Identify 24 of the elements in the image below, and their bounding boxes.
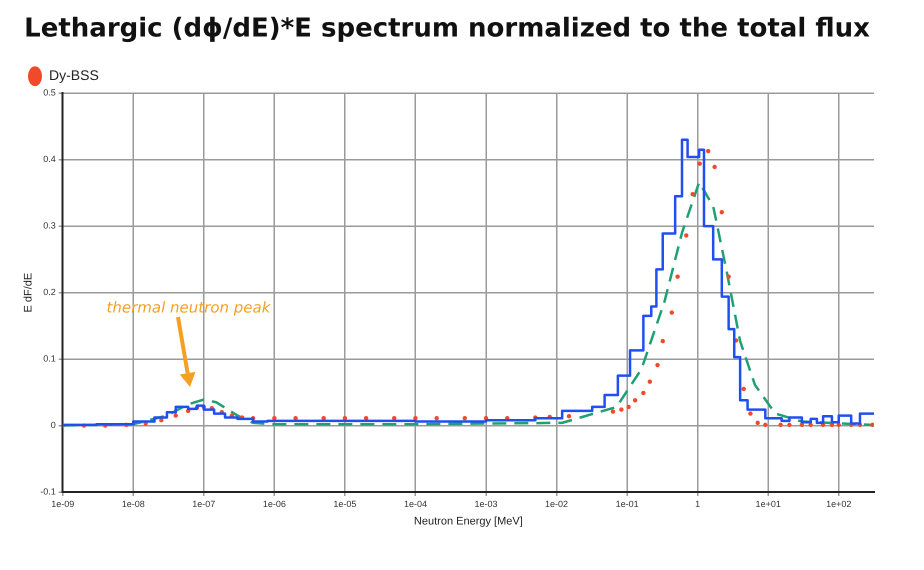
y-tick-label: -0.1 bbox=[40, 486, 56, 496]
x-tick-label: 1e-07 bbox=[192, 498, 216, 509]
x-tick-label: 1e-08 bbox=[122, 498, 145, 509]
x-tick-label: 1e-09 bbox=[51, 498, 74, 509]
y-tick-label: 0.5 bbox=[43, 88, 56, 98]
x-tick-label: 1e-03 bbox=[474, 498, 498, 509]
x-tick-label: 1e+01 bbox=[756, 498, 781, 509]
annotation: thermal neutron peak bbox=[106, 298, 272, 316]
x-axis-title: Neutron Energy [MeV] bbox=[414, 515, 523, 528]
y-tick-label: 0.1 bbox=[43, 354, 56, 364]
x-tick-label: 1e-05 bbox=[333, 498, 356, 509]
chart-title: Lethargic (dϕ/dE)*E spectrum normalized to the total flux bbox=[24, 13, 870, 44]
x-tick-label: 1e+02 bbox=[826, 498, 852, 509]
x-tick-label: 1e-04 bbox=[404, 498, 427, 509]
y-tick-label: 0.3 bbox=[43, 220, 56, 231]
y-tick-label: 0.4 bbox=[43, 154, 56, 164]
x-tick-label: 1e-02 bbox=[545, 498, 568, 509]
x-tick-label: 1e-01 bbox=[616, 498, 639, 509]
legend-label: Dy-BSS bbox=[49, 67, 99, 84]
y-tick-label: 0.2 bbox=[43, 287, 56, 298]
x-tick-label: 1e-06 bbox=[262, 498, 286, 509]
y-axis-title: E dF/dE bbox=[22, 272, 35, 312]
y-tick-label: 0 bbox=[50, 420, 56, 430]
x-tick-label: 1 bbox=[695, 498, 700, 509]
